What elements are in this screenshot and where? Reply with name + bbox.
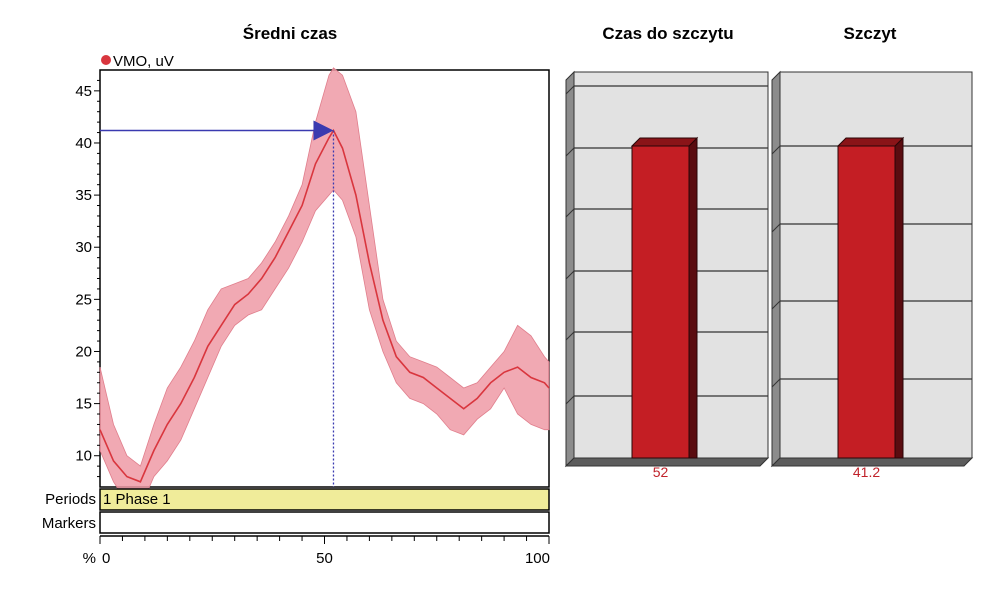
time-to-peak-panel-side <box>565 70 575 468</box>
left-chart-title: Średni czas <box>242 24 338 43</box>
peak-bar-top <box>836 137 905 147</box>
peak-arrow-head <box>313 120 334 141</box>
time-to-peak-grid-side <box>565 270 575 280</box>
markers-band <box>99 511 550 534</box>
time-to-peak-bar-side <box>688 136 698 459</box>
peak-panel-side <box>771 70 781 468</box>
peak-panel-floor <box>770 457 974 467</box>
peak-bar <box>837 145 896 459</box>
periods-label: Periods <box>45 491 96 508</box>
legend-label: VMO, uV <box>113 53 174 70</box>
time-to-peak-bar-value-label: 52 <box>653 464 669 480</box>
time-to-peak-bar <box>631 145 690 459</box>
peak-bar-side <box>894 136 904 459</box>
peak-grid-side <box>771 223 781 233</box>
y-tick-label: 35 <box>75 187 92 204</box>
time-to-peak-grid-side <box>565 331 575 341</box>
legend-marker <box>101 55 111 65</box>
bar-chart-time-to-peak: 52 <box>564 70 770 480</box>
y-tick-label: 20 <box>75 343 92 360</box>
periods-value: 1 Phase 1 <box>103 491 171 508</box>
y-tick-label: 25 <box>75 291 92 308</box>
y-tick-label: 45 <box>75 83 92 100</box>
time-to-peak-grid-side <box>565 85 575 95</box>
y-tick-label: 30 <box>75 239 92 256</box>
periods-band <box>99 488 550 511</box>
x-tick-label: 0 <box>102 550 110 567</box>
middle-chart-title: Czas do szczytu <box>602 24 734 43</box>
time-to-peak-panel-floor <box>564 457 770 467</box>
y-tick-label: 40 <box>75 135 92 152</box>
y-tick-label: 10 <box>75 448 92 465</box>
confidence-band <box>99 67 550 509</box>
x-unit-label: % <box>83 550 96 567</box>
right-chart-title: Szczyt <box>843 24 897 43</box>
mean-line <box>99 128 550 483</box>
peak-bar-value-label: 41.2 <box>853 464 880 480</box>
y-tick-label: 15 <box>75 396 92 413</box>
bar-chart-peak: 41.2 <box>770 70 974 480</box>
x-tick-label: 100 <box>525 550 550 567</box>
peak-grid-side <box>771 145 781 155</box>
time-to-peak-grid-side <box>565 208 575 218</box>
time-to-peak-bar-top <box>630 137 699 147</box>
time-to-peak-grid-side <box>565 147 575 157</box>
peak-grid-side <box>771 300 781 310</box>
line-chart: 10 15 20 25 30 35 40 45 0 50 100 <box>75 55 550 567</box>
time-to-peak-grid-side <box>565 395 575 405</box>
peak-grid-side <box>771 378 781 388</box>
markers-label: Markers <box>42 515 96 532</box>
x-tick-label: 50 <box>316 550 333 567</box>
